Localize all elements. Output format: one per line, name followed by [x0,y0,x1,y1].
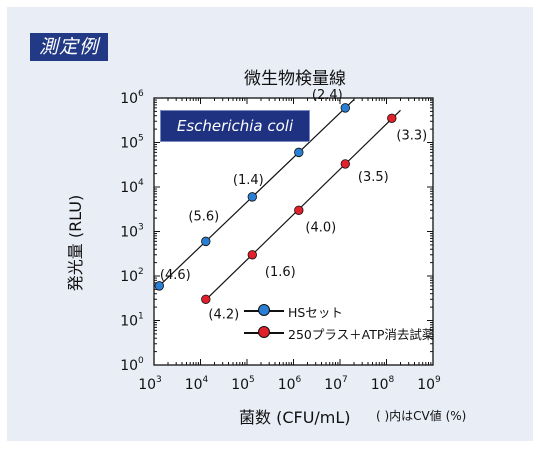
x-tick-label: 105 [231,375,255,393]
data-point-series-0 [247,192,257,202]
data-point-series-0 [340,103,350,113]
cv-label: (4.2) [208,307,239,322]
x-tick-label: 106 [278,375,302,393]
data-point-series-1 [247,250,257,260]
cv-label: (4.0) [305,220,336,235]
data-point-series-0 [201,236,211,247]
plot-area [154,98,433,365]
cv-label: (3.5) [358,170,389,185]
cv-label: (3.3) [396,128,427,143]
fit-line-series-1 [205,109,401,301]
legend-label: 250プラス＋ATP消去試薬 [288,327,435,342]
y-tick-label: 106 [120,89,144,107]
data-point-series-1 [294,205,304,215]
data-point-series-1 [387,113,397,123]
x-axis-label: 菌数 (CFU/mL) [239,408,351,427]
x-tick-label: 108 [371,375,395,393]
y-axis-label: 発光量 (RLU) [66,194,85,292]
legend-label: HSセット [288,305,343,320]
data-point-series-0 [294,147,304,158]
x-tick-label: 104 [185,375,209,393]
species-label: Escherichia coli [160,110,310,142]
data-point-series-1 [201,294,211,304]
y-tick-label: 104 [120,178,144,196]
y-tick-label: 101 [120,312,144,330]
x-tick-label: 103 [138,375,162,393]
y-tick-label: 100 [120,356,144,374]
legend-marker-250plus [258,326,270,338]
section-badge: 測定例 [30,33,108,61]
cv-note: ( )内はCV値 (%) [376,409,467,423]
legend-marker-hs [258,304,270,316]
data-point-series-1 [340,159,350,169]
y-tick-label: 105 [120,134,144,152]
x-tick-label: 107 [324,375,348,393]
y-tick-label: 103 [120,223,144,241]
fit-line-series-0 [161,99,355,284]
cv-label: (1.4) [233,173,264,188]
cv-label: (2.4) [312,88,343,103]
x-tick-label: 109 [417,375,441,393]
cv-label: (4.6) [160,268,191,283]
chart-title: 微生物検量線 [244,69,346,89]
cv-label: (1.6) [265,265,296,280]
data-point-series-0 [154,281,164,291]
y-tick-label: 102 [120,267,144,285]
cv-label: (5.6) [188,209,219,224]
